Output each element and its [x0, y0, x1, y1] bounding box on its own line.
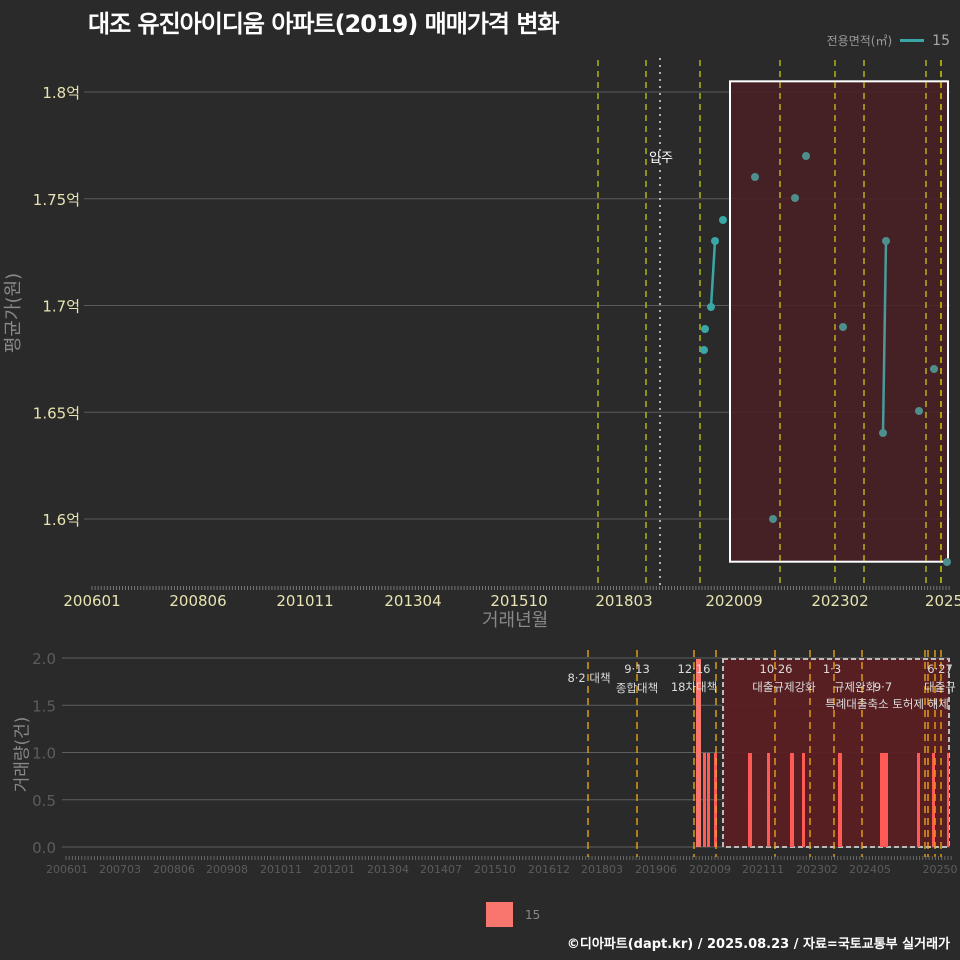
data-point[interactable]	[719, 216, 727, 224]
x-tick-label: 201803	[595, 592, 652, 610]
data-point[interactable]	[943, 558, 951, 566]
y-tick-label: 1.6억	[42, 511, 80, 529]
volume-bar[interactable]	[707, 753, 710, 847]
volume-bar[interactable]	[947, 753, 949, 847]
y-tick-label: 1.0	[32, 745, 56, 763]
bottom-y-axis-title: 거래량(건)	[7, 717, 32, 793]
x-tick-label: 201803	[581, 863, 623, 876]
x-tick-label: 201407	[420, 863, 462, 876]
legend-bottom: 15	[486, 902, 540, 927]
top-x-axis-title: 거래년월	[482, 606, 548, 632]
volume-bar[interactable]	[838, 753, 842, 847]
y-tick-label: 2.0	[32, 650, 56, 668]
policy-label: 규제완화	[834, 680, 877, 694]
policy-label: 대출규	[924, 680, 956, 694]
x-tick-label: 200601	[63, 592, 120, 610]
x-tick-label: 20250	[923, 863, 958, 876]
data-point[interactable]	[839, 323, 847, 331]
chart-canvas: 1.6억 1.65억 1.7억 1.75억 1.8억입주 200601 200806 2010…	[0, 0, 960, 960]
volume-bar[interactable]	[802, 753, 805, 847]
y-tick-label: 1.5	[32, 697, 56, 715]
movein-label: 입주	[649, 151, 673, 166]
y-tick-label: 1.65억	[33, 404, 80, 422]
policy-label: 9·7	[874, 680, 892, 694]
policy-label: 대출규제강화	[752, 680, 816, 694]
data-point[interactable]	[700, 346, 708, 354]
data-point[interactable]	[791, 194, 799, 202]
x-tick-label: 202009	[689, 863, 731, 876]
y-tick-label: 1.75억	[33, 191, 80, 209]
x-tick-label: 202111	[742, 863, 784, 876]
data-point[interactable]	[802, 152, 810, 160]
x-tick-label: 202302	[796, 863, 838, 876]
volume-bar[interactable]	[880, 753, 888, 847]
data-point[interactable]	[711, 237, 719, 245]
volume-bar[interactable]	[790, 753, 794, 847]
volume-bar[interactable]	[748, 753, 752, 847]
data-point[interactable]	[707, 303, 715, 311]
y-tick-label: 0.0	[32, 839, 56, 857]
x-tick-label: 201011	[276, 592, 333, 610]
x-tick-label: 201612	[528, 863, 570, 876]
x-tick-label: 202405	[849, 863, 891, 876]
policy-label: 종합대책	[616, 681, 658, 695]
x-tick-label: 201304	[384, 592, 441, 610]
volume-bar[interactable]	[767, 753, 770, 847]
x-tick-label: 201510	[474, 863, 516, 876]
data-point[interactable]	[751, 173, 759, 181]
x-tick-label: 201304	[367, 863, 409, 876]
legend-bottom-label: 15	[525, 908, 540, 922]
volume-bar[interactable]	[703, 753, 706, 847]
x-tick-label: 202302	[811, 592, 868, 610]
policy-label: 6·27	[927, 662, 953, 676]
x-tick-label: 200806	[169, 592, 226, 610]
data-point[interactable]	[879, 429, 887, 437]
policy-label: 9·13	[624, 662, 650, 676]
legend-bar-swatch-icon	[486, 902, 513, 927]
data-point[interactable]	[930, 365, 938, 373]
x-tick-label: 200806	[153, 863, 195, 876]
x-tick-label: 202009	[705, 592, 762, 610]
policy-label: 1·3	[823, 662, 841, 676]
data-point[interactable]	[915, 407, 923, 415]
data-point[interactable]	[701, 325, 709, 333]
policy-label: 8·2 대책	[567, 671, 610, 685]
data-point[interactable]	[769, 515, 777, 523]
x-tick-label: 2025	[925, 592, 960, 610]
x-tick-label: 200908	[206, 863, 248, 876]
volume-bar[interactable]	[917, 753, 920, 847]
policy-label: 10·26	[760, 662, 793, 676]
series-line	[711, 241, 715, 307]
top-y-axis-title: 평균가(원)	[0, 273, 25, 353]
x-tick-label: 200601	[46, 863, 88, 876]
highlight-region	[730, 81, 948, 561]
y-tick-label: 0.5	[32, 792, 56, 810]
y-tick-label: 1.7억	[42, 298, 80, 316]
x-tick-label: 201011	[260, 863, 302, 876]
y-tick-label: 1.8억	[42, 84, 80, 102]
policy-label: 12·16	[678, 662, 711, 676]
policy-label: 특례대출축소 토허제 해제	[825, 697, 949, 711]
policy-label: 18차대책	[671, 680, 717, 694]
data-point[interactable]	[882, 237, 890, 245]
x-tick-label: 201906	[635, 863, 677, 876]
source-caption: ©디아파트(dapt.kr) / 2025.08.23 / 자료=국토교통부 실…	[567, 933, 950, 952]
x-tick-label: 201201	[313, 863, 355, 876]
x-tick-label: 200703	[99, 863, 141, 876]
